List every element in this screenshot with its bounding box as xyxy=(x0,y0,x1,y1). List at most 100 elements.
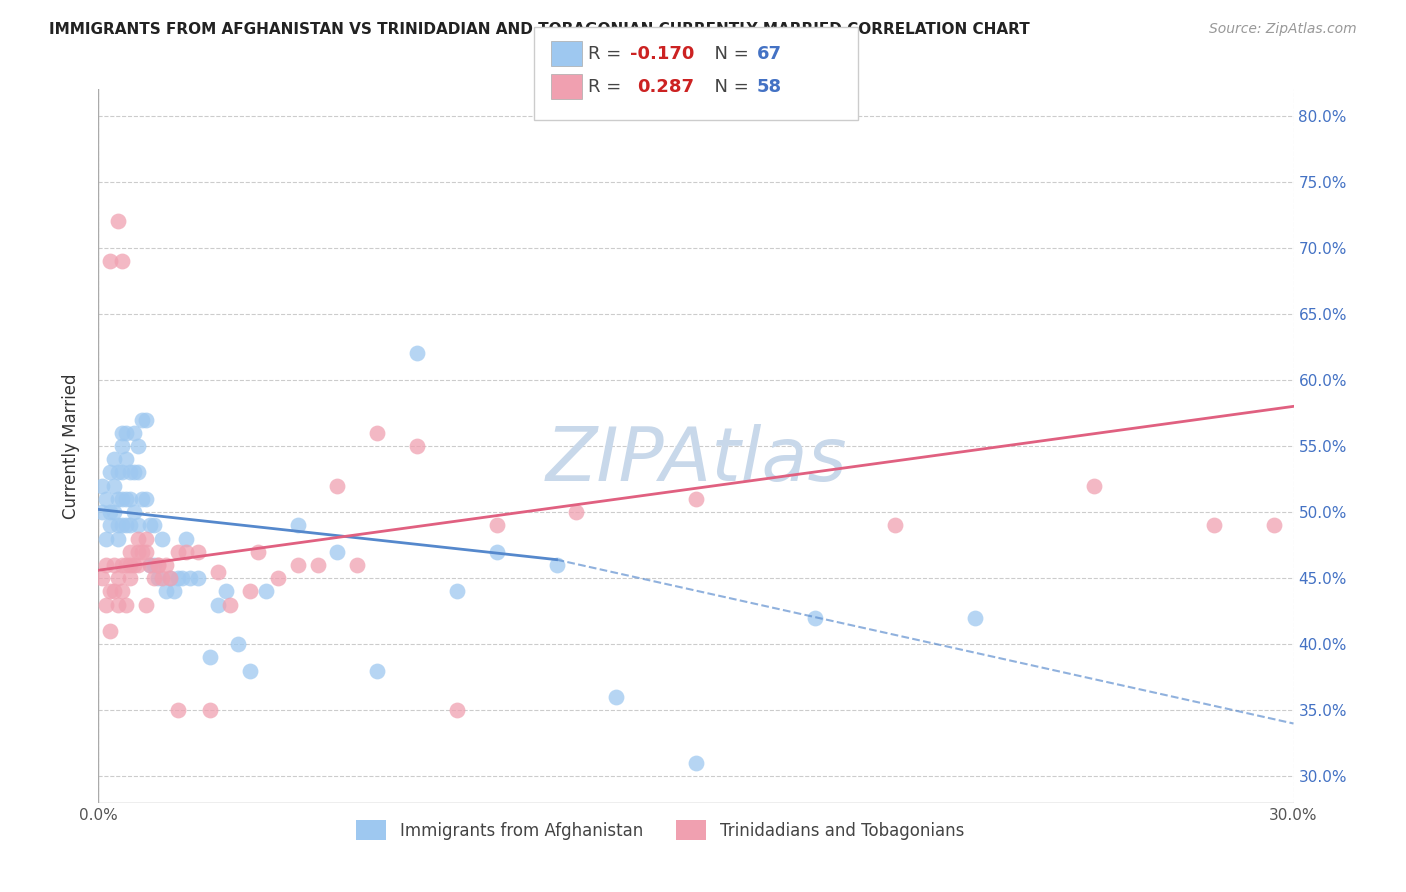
Text: N =: N = xyxy=(703,78,755,95)
Point xyxy=(207,598,229,612)
Point xyxy=(215,584,238,599)
Point xyxy=(198,650,221,665)
Point xyxy=(115,598,138,612)
Point xyxy=(111,439,134,453)
Point xyxy=(111,584,134,599)
Point xyxy=(963,611,986,625)
Point xyxy=(107,491,129,506)
Point xyxy=(143,558,166,572)
Point xyxy=(103,478,125,492)
Point xyxy=(139,518,162,533)
Point xyxy=(111,491,134,506)
Point xyxy=(239,584,262,599)
Point xyxy=(127,545,149,559)
Point xyxy=(91,505,114,519)
Point xyxy=(120,466,142,480)
Point xyxy=(685,491,707,506)
Point xyxy=(139,558,162,572)
Y-axis label: Currently Married: Currently Married xyxy=(62,373,80,519)
Point xyxy=(103,584,125,599)
Point xyxy=(131,491,153,506)
Point xyxy=(124,505,146,519)
Point xyxy=(124,466,146,480)
Legend: Immigrants from Afghanistan, Trinidadians and Tobagonians: Immigrants from Afghanistan, Trinidadian… xyxy=(347,812,973,848)
Point xyxy=(366,425,388,440)
Point xyxy=(127,466,149,480)
Point xyxy=(150,532,173,546)
Point xyxy=(174,532,197,546)
Point xyxy=(115,452,138,467)
Point xyxy=(96,598,118,612)
Point xyxy=(98,505,122,519)
Text: R =: R = xyxy=(588,78,633,95)
Point xyxy=(107,532,129,546)
Point xyxy=(148,571,170,585)
Point xyxy=(884,518,907,533)
Point xyxy=(120,518,142,533)
Point xyxy=(135,545,157,559)
Point xyxy=(155,584,177,599)
Point xyxy=(167,703,190,717)
Point xyxy=(143,571,166,585)
Point xyxy=(167,571,190,585)
Point xyxy=(226,637,249,651)
Point xyxy=(804,611,827,625)
Point xyxy=(366,664,388,678)
Point xyxy=(406,346,429,360)
Point xyxy=(135,598,157,612)
Point xyxy=(139,558,162,572)
Point xyxy=(91,478,114,492)
Point xyxy=(326,545,349,559)
Point xyxy=(98,254,122,268)
Text: Source: ZipAtlas.com: Source: ZipAtlas.com xyxy=(1209,22,1357,37)
Point xyxy=(127,558,149,572)
Point xyxy=(179,571,201,585)
Point xyxy=(163,584,186,599)
Point xyxy=(207,565,229,579)
Point xyxy=(346,558,368,572)
Point xyxy=(485,518,508,533)
Point xyxy=(565,505,588,519)
Point xyxy=(267,571,290,585)
Point xyxy=(107,598,129,612)
Point xyxy=(287,518,309,533)
Point xyxy=(115,425,138,440)
Point xyxy=(1202,518,1225,533)
Point xyxy=(111,558,134,572)
Text: -0.170: -0.170 xyxy=(630,45,695,62)
Point xyxy=(120,571,142,585)
Point xyxy=(103,505,125,519)
Point xyxy=(135,412,157,426)
Point xyxy=(107,571,129,585)
Text: 58: 58 xyxy=(756,78,782,95)
Point xyxy=(111,466,134,480)
Point xyxy=(148,558,170,572)
Point xyxy=(115,518,138,533)
Point xyxy=(159,571,181,585)
Point xyxy=(124,558,146,572)
Point xyxy=(127,518,149,533)
Point xyxy=(98,584,122,599)
Point xyxy=(107,466,129,480)
Point xyxy=(187,545,209,559)
Point xyxy=(120,558,142,572)
Point xyxy=(98,466,122,480)
Point xyxy=(219,598,242,612)
Point xyxy=(120,491,142,506)
Point xyxy=(107,518,129,533)
Point xyxy=(127,532,149,546)
Text: R =: R = xyxy=(588,45,627,62)
Point xyxy=(174,545,197,559)
Text: ZIPAtlas: ZIPAtlas xyxy=(546,425,846,496)
Point xyxy=(1263,518,1285,533)
Point xyxy=(446,584,468,599)
Text: N =: N = xyxy=(703,45,755,62)
Point xyxy=(150,571,173,585)
Point xyxy=(115,491,138,506)
Point xyxy=(124,425,146,440)
Text: IMMIGRANTS FROM AFGHANISTAN VS TRINIDADIAN AND TOBAGONIAN CURRENTLY MARRIED CORR: IMMIGRANTS FROM AFGHANISTAN VS TRINIDADI… xyxy=(49,22,1031,37)
Point xyxy=(111,518,134,533)
Point xyxy=(159,571,181,585)
Point xyxy=(96,491,118,506)
Point xyxy=(111,425,134,440)
